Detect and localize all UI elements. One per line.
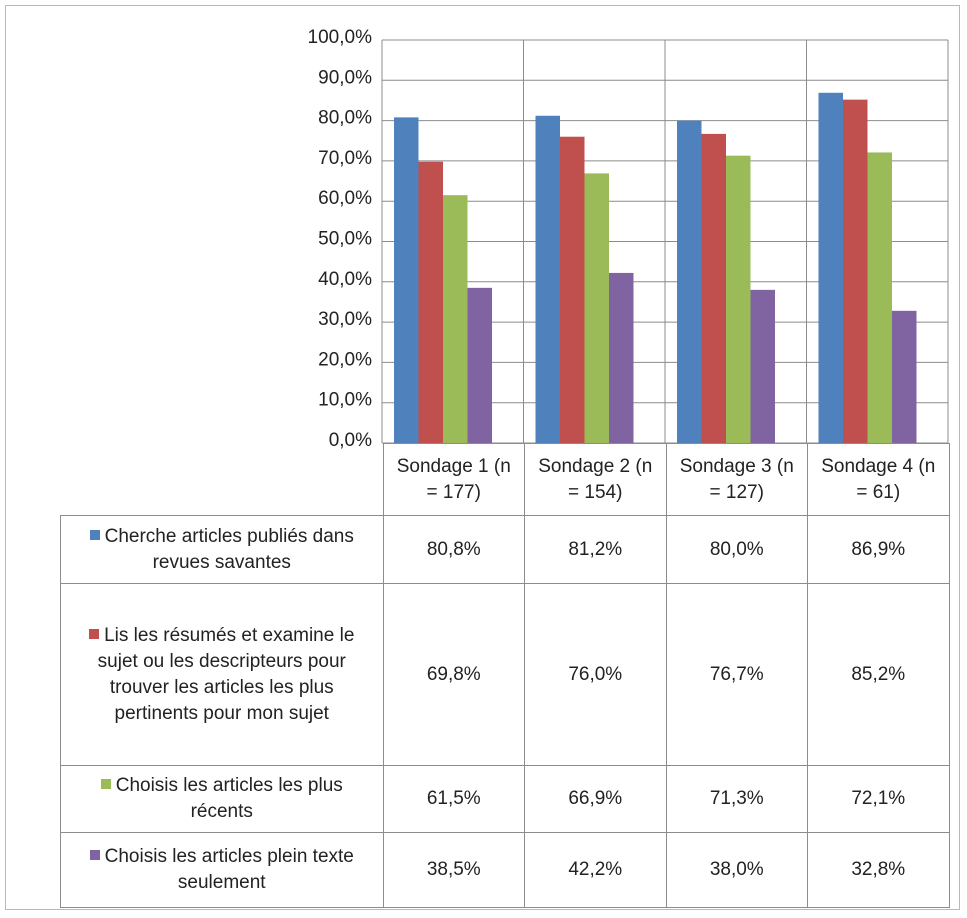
legend-swatch — [89, 529, 100, 540]
bar — [892, 310, 917, 443]
data-table: Sondage 1 (n = 177) Sondage 2 (n = 154) So… — [60, 443, 950, 908]
bar — [818, 92, 843, 443]
value-cell: 86,9% — [807, 515, 950, 584]
legend-cell: Cherche articles publiés dans revues sav… — [60, 515, 384, 584]
series-row: Lis les résumés et examine le sujet ou l… — [60, 583, 950, 766]
bar — [467, 287, 492, 443]
legend-label: Lis les résumés et examine le sujet ou l… — [97, 624, 355, 724]
bar — [750, 289, 775, 443]
y-tick-label: 100,0% — [308, 27, 373, 48]
value-cell: 81,2% — [524, 515, 667, 584]
legend-cell: Lis les résumés et examine le sujet ou l… — [60, 583, 384, 766]
bar — [843, 99, 868, 444]
value-cell: 80,0% — [665, 515, 808, 584]
legend-cell: Choisis les articles plein texte seuleme… — [60, 832, 384, 908]
bar — [394, 117, 419, 443]
bar — [584, 173, 609, 443]
bar — [609, 272, 634, 443]
legend-label: Cherche articles publiés dans revues sav… — [104, 525, 354, 573]
value-cell: 72,1% — [807, 765, 950, 833]
y-tick-label: 80,0% — [318, 108, 372, 129]
blank-cell — [61, 444, 384, 516]
category-label: Sondage 3 (n = 127) — [665, 443, 808, 516]
bar — [443, 195, 468, 443]
bar — [867, 152, 892, 443]
y-tick-label: 20,0% — [318, 349, 372, 370]
bar — [418, 161, 443, 443]
y-tick-label: 70,0% — [318, 148, 372, 169]
series-row: Choisis les articles plein texte seuleme… — [60, 832, 950, 908]
y-tick-label: 0,0% — [329, 430, 372, 451]
legend-swatch — [89, 850, 100, 860]
legend-label: Choisis les articles les plus récents — [115, 775, 343, 822]
bar — [560, 136, 585, 443]
category-label: Sondage 4 (n = 61) — [807, 443, 950, 516]
chart-frame — [5, 5, 960, 910]
legend-swatch — [100, 779, 111, 789]
series-row: Cherche articles publiés dans revues sav… — [60, 515, 950, 584]
value-cell: 80,8% — [382, 515, 525, 584]
value-cell: 42,2% — [524, 832, 667, 908]
y-tick-label: 50,0% — [318, 229, 372, 250]
value-cell: 76,7% — [665, 583, 808, 766]
y-tick-label: 10,0% — [318, 390, 372, 411]
value-cell: 71,3% — [665, 765, 808, 833]
bar — [677, 120, 702, 443]
category-label: Sondage 2 (n = 154) — [524, 443, 667, 516]
header-row: Sondage 1 (n = 177) Sondage 2 (n = 154) So… — [61, 443, 950, 516]
value-cell: 32,8% — [807, 832, 950, 908]
legend-label: Choisis les articles plein texte seuleme… — [104, 846, 354, 893]
value-cell: 66,9% — [524, 765, 667, 833]
value-cell: 69,8% — [382, 583, 525, 766]
y-tick-label: 40,0% — [318, 269, 372, 290]
y-tick-label: 60,0% — [318, 188, 372, 209]
series-row: Choisis les articles les plus récents 61,… — [60, 765, 950, 833]
y-tick-label: 90,0% — [318, 67, 372, 88]
legend-cell: Choisis les articles les plus récents — [60, 765, 384, 833]
legend-swatch — [89, 628, 100, 639]
bar — [701, 133, 726, 444]
bar — [535, 115, 560, 443]
value-cell: 38,5% — [382, 832, 525, 908]
value-cell: 76,0% — [524, 583, 667, 766]
category-label: Sondage 1 (n = 177) — [382, 443, 525, 516]
value-cell: 61,5% — [382, 765, 525, 833]
value-cell: 85,2% — [807, 583, 950, 766]
bar — [726, 155, 751, 443]
y-tick-label: 30,0% — [318, 309, 372, 330]
value-cell: 38,0% — [665, 832, 808, 908]
